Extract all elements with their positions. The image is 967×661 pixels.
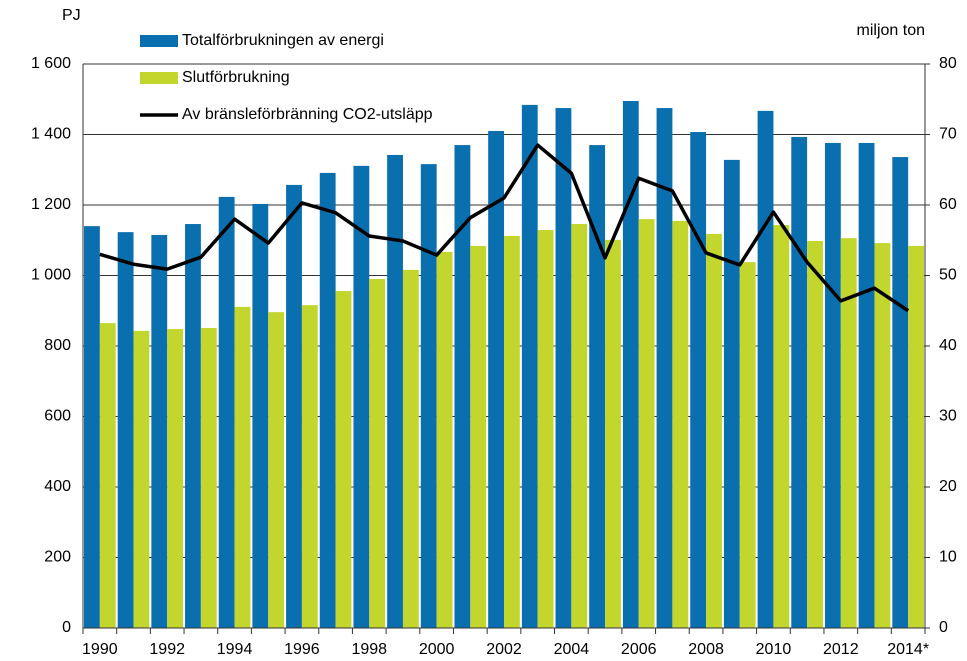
x-tick-label: 1994	[217, 641, 253, 658]
y-axis-title: PJ	[62, 7, 81, 24]
y2-tick-label: 60	[939, 196, 957, 213]
bar	[690, 132, 707, 628]
bar	[252, 203, 269, 628]
bar	[387, 154, 403, 628]
bar	[622, 101, 639, 628]
bar	[268, 312, 285, 628]
bar	[319, 172, 336, 629]
bar	[723, 159, 740, 628]
bar	[773, 225, 790, 628]
x-tick-label: 1992	[149, 641, 185, 658]
bar	[504, 236, 520, 628]
bar	[301, 305, 318, 628]
y2-tick-label: 10	[939, 549, 957, 566]
bar	[892, 157, 909, 628]
bar	[589, 145, 606, 628]
bar	[402, 269, 419, 628]
x-tick-label: 2008	[688, 641, 724, 658]
y2-tick-label: 80	[939, 55, 957, 72]
bar	[200, 328, 217, 628]
x-tick-label: 2002	[486, 641, 522, 658]
y2-tick-label: 30	[939, 408, 957, 425]
bar	[353, 165, 370, 628]
legend-swatch	[140, 72, 178, 84]
bar	[286, 184, 302, 628]
y-tick-label: 800	[44, 337, 71, 354]
bar	[706, 233, 722, 628]
bar	[656, 108, 673, 628]
bar	[436, 251, 453, 628]
y2-axis-title: miljon ton	[857, 22, 925, 39]
y-tick-label: 1 600	[31, 55, 71, 72]
x-tick-label: 2012	[823, 641, 859, 658]
y-tick-label: 1 200	[31, 196, 71, 213]
bar	[133, 330, 150, 628]
bar	[117, 232, 134, 628]
y2-tick-label: 40	[939, 337, 957, 354]
legend-label: Slutförbrukning	[182, 69, 290, 86]
y-tick-label: 1 400	[31, 126, 71, 143]
bar	[908, 245, 924, 628]
legend-label: Av bränsleförbränning CO2-utsläpp	[182, 106, 433, 123]
bar	[369, 279, 386, 628]
y-tick-label: 0	[62, 619, 71, 636]
bar	[335, 291, 352, 628]
bar	[151, 234, 168, 628]
y-tick-label: 200	[44, 549, 71, 566]
bar	[638, 219, 655, 628]
bar	[167, 329, 184, 628]
bar	[858, 142, 875, 628]
bar	[234, 306, 251, 628]
bar	[824, 142, 841, 628]
bar	[99, 323, 116, 628]
bar	[807, 240, 823, 628]
bar	[571, 224, 588, 628]
bar	[605, 239, 621, 628]
bar	[521, 104, 538, 628]
y-tick-label: 1 000	[31, 267, 71, 284]
x-tick-label: 1990	[82, 641, 118, 658]
x-tick-label: 2000	[419, 641, 455, 658]
y2-tick-label: 20	[939, 478, 957, 495]
y-tick-label: 600	[44, 408, 71, 425]
bar	[739, 262, 756, 628]
bar	[454, 145, 471, 628]
y-tick-label: 400	[44, 478, 71, 495]
x-tick-label: 2006	[621, 641, 657, 658]
bar	[185, 224, 201, 628]
bar	[537, 230, 554, 628]
bar	[420, 164, 437, 629]
y2-tick-label: 50	[939, 267, 957, 284]
legend-label: Totalförbrukningen av energi	[182, 32, 384, 49]
bar	[555, 108, 572, 628]
bar	[791, 136, 808, 628]
bar	[218, 196, 235, 628]
bar	[488, 130, 504, 628]
x-tick-label: 1996	[284, 641, 320, 658]
x-tick-label: 1998	[351, 641, 387, 658]
bar	[874, 243, 891, 628]
x-tick-label: 2004	[554, 641, 590, 658]
line	[99, 143, 910, 313]
x-tick-label: 2010	[756, 641, 792, 658]
legend-swatch	[140, 35, 178, 47]
x-tick-label: 2014*	[887, 641, 929, 658]
bar	[840, 238, 857, 628]
bar	[84, 226, 100, 628]
bar	[672, 220, 689, 629]
bar	[757, 110, 774, 628]
y2-tick-label: 0	[939, 619, 948, 636]
bar	[470, 245, 487, 628]
y2-tick-label: 70	[939, 126, 957, 143]
